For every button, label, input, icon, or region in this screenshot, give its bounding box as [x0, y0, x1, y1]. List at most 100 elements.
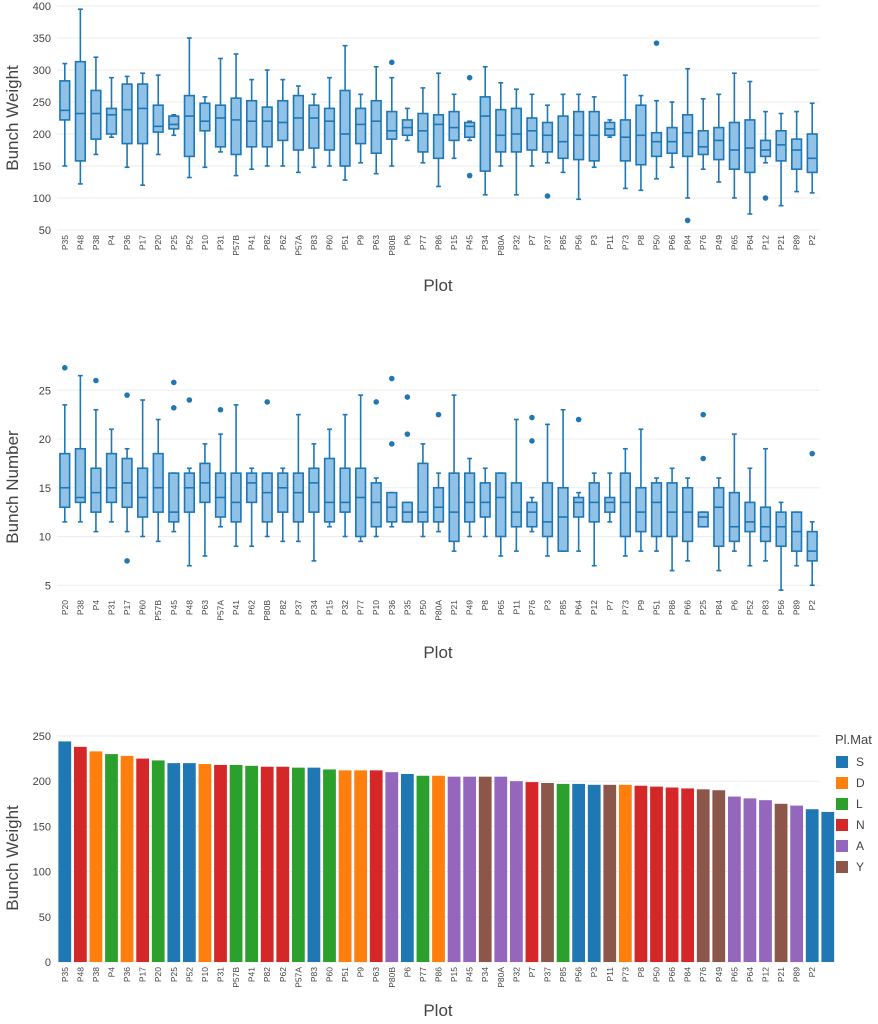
x-tick-label: P31	[216, 967, 226, 982]
box-iqr	[74, 60, 86, 162]
x-tick-label: P6	[729, 600, 739, 611]
y-tick-label: 10	[39, 532, 51, 544]
x-tick-label: P37	[543, 235, 553, 250]
box-P76	[526, 414, 538, 533]
outlier-point	[170, 379, 177, 386]
x-tick-label: P48	[75, 235, 85, 250]
legend-label-D: D	[856, 776, 865, 790]
x-tick-label: P80A	[496, 967, 506, 988]
outlier-point	[700, 411, 707, 418]
box-iqr	[261, 472, 273, 523]
bar-P8	[634, 785, 648, 962]
box-P80A	[432, 411, 445, 533]
box-P57A	[214, 406, 227, 528]
y-tick-label: 15	[39, 483, 51, 495]
box-P51	[650, 477, 663, 552]
box-iqr	[775, 130, 787, 162]
x-tick-label: P77	[418, 235, 428, 250]
x-tick-label: P57B	[231, 235, 241, 256]
x-tick-label: P62	[278, 967, 288, 982]
box-iqr	[292, 94, 304, 151]
box-iqr	[448, 110, 460, 142]
bar-P6	[400, 773, 414, 962]
box-iqr	[448, 472, 460, 543]
x-tick-label: P38	[91, 967, 101, 982]
box-iqr	[541, 121, 554, 153]
x-tick-label: P83	[309, 967, 319, 982]
bar-P21	[774, 803, 788, 962]
box-iqr	[495, 108, 507, 153]
y-tick-label: 20	[39, 434, 51, 446]
box-iqr	[168, 115, 180, 130]
bar-P3	[587, 784, 601, 962]
box-iqr	[775, 511, 787, 548]
box-iqr	[526, 501, 538, 528]
box-iqr	[417, 112, 429, 153]
box-iqr	[650, 131, 663, 158]
x-tick-label: P89	[792, 600, 802, 615]
y-tick-label: 250	[33, 97, 51, 109]
x-tick-label: P77	[356, 600, 366, 615]
box-P37	[292, 413, 304, 543]
box-P3	[541, 423, 554, 557]
x-tick-label: P45	[169, 600, 179, 615]
x-tick-label: P76	[698, 235, 708, 250]
box-iqr	[619, 472, 631, 538]
x-tick-label: P57A	[216, 600, 226, 621]
x-tick-label: P9	[636, 600, 646, 611]
box-iqr	[323, 107, 336, 151]
x-tick-label: P82	[262, 967, 272, 982]
x-tick-label: P56	[776, 600, 786, 615]
outlier-point	[466, 74, 473, 81]
bar-P36	[120, 755, 134, 962]
bar-undefined	[821, 811, 835, 962]
box-iqr	[666, 482, 678, 538]
x-tick-label: P49	[714, 235, 724, 250]
box-P89	[791, 110, 803, 193]
box-iqr	[682, 486, 694, 543]
box-iqr	[557, 486, 569, 552]
x-tick-label: P8	[636, 967, 646, 978]
bar-P41	[245, 765, 259, 962]
x-tick-label: P32	[511, 235, 521, 250]
box-P4	[90, 377, 102, 533]
x-tick-label: P51	[340, 235, 350, 250]
box-P63	[199, 443, 211, 557]
x-tick-label: P57B	[153, 600, 163, 621]
box-P34	[308, 443, 320, 562]
box-P60	[323, 76, 336, 167]
bar-P49	[712, 790, 726, 962]
x-tick-label: P7	[527, 967, 537, 978]
x-tick-label: P31	[107, 600, 117, 615]
box-P52	[744, 467, 756, 567]
x-tick-label: P57B	[231, 967, 241, 988]
bar-P37	[541, 783, 554, 962]
box-iqr	[510, 482, 522, 528]
x-tick-label: P86	[434, 235, 444, 250]
outlier-point	[529, 438, 535, 444]
bar-P20	[151, 760, 165, 962]
bar-P77	[416, 775, 430, 962]
box-P8	[635, 94, 647, 192]
box-iqr	[339, 89, 351, 167]
x-tick-label: P80B	[262, 600, 272, 621]
y-tick-label: 200	[33, 776, 51, 788]
chart1-xlabel: Plot	[423, 276, 453, 295]
box-iqr	[744, 119, 756, 174]
box-iqr	[588, 110, 600, 162]
x-tick-label: P49	[465, 600, 475, 615]
bunch-weight-bar-chart: Bunch Weight Plot 0 50 100 150 200 250 P35 P48 P…	[3, 731, 872, 1020]
box-P57A	[292, 85, 304, 174]
x-tick-label: P50	[652, 967, 662, 982]
outlier-point	[404, 394, 411, 400]
box-iqr	[74, 447, 86, 504]
box-P84	[682, 67, 694, 224]
bar-P80B	[385, 772, 399, 962]
x-tick-label: P25	[698, 600, 708, 615]
box-iqr	[355, 107, 367, 145]
outlier-point	[404, 431, 411, 437]
bar-P83	[307, 767, 321, 962]
outlier-point	[762, 195, 769, 201]
box-P20	[152, 74, 164, 156]
